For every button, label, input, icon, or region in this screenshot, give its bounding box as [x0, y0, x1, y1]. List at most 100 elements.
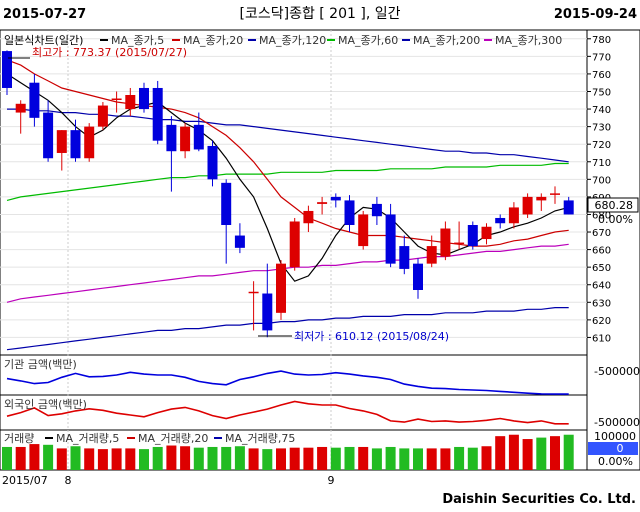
candle-body — [97, 105, 108, 127]
candle-body — [563, 200, 574, 215]
y-tick-label: 700 — [592, 175, 611, 186]
candlesticks — [2, 50, 574, 338]
volume-bar — [15, 446, 26, 470]
volume-bar — [550, 436, 560, 470]
candle — [193, 112, 204, 152]
candle-body — [139, 87, 149, 110]
candle-body — [344, 200, 355, 225]
volume-bar — [2, 446, 12, 470]
candle — [111, 91, 122, 113]
price-panel — [0, 29, 588, 356]
y-tick-label: 670 — [592, 228, 611, 239]
chart-title: [코스닥]종합 [ 201 ], 일간 — [240, 6, 401, 22]
y-tick-label: 720 — [592, 140, 611, 151]
last-change: 0.00% — [598, 213, 633, 226]
candle-body — [84, 126, 95, 159]
volume-bar — [467, 447, 478, 470]
candle-body — [56, 130, 67, 153]
candle-body — [70, 130, 81, 159]
candle-body — [550, 193, 560, 195]
candle — [481, 223, 492, 245]
volume-last-badge — [588, 442, 638, 455]
legend-ma300: MA_종가,300 — [495, 34, 562, 47]
candle — [358, 210, 369, 250]
candle-body — [522, 196, 533, 215]
volume-last-value: 0 — [617, 442, 624, 455]
y-tick-label: 760 — [592, 70, 611, 81]
volume-bar — [413, 448, 423, 470]
legend-chart-type: 일본식차트(일간) — [4, 33, 83, 47]
candle — [454, 221, 465, 250]
price-moving-averages — [6, 59, 569, 351]
candle — [413, 258, 423, 299]
candle — [207, 140, 218, 187]
grid — [0, 30, 587, 470]
candle — [56, 130, 67, 171]
legend-ma60: MA_종가,60 — [338, 34, 398, 47]
volume-bar — [454, 446, 465, 470]
institutional-line — [6, 370, 569, 395]
candle-body — [125, 95, 136, 110]
brand: Daishin Securities Co. Ltd. — [442, 492, 636, 507]
candle — [276, 260, 286, 320]
candle — [2, 50, 12, 95]
volume-bar — [180, 446, 191, 470]
volume-bar — [221, 446, 232, 470]
volume-bar — [536, 437, 547, 470]
candle — [303, 205, 314, 233]
volume-bar — [289, 447, 300, 470]
start-date: 2015-07-27 — [3, 7, 86, 22]
candle-body — [193, 124, 204, 150]
institutional-panel — [0, 354, 588, 396]
candle — [97, 102, 108, 131]
x-label-sep: 9 — [328, 474, 335, 487]
foreign-line — [6, 400, 569, 425]
candle — [139, 82, 149, 113]
volume-bar — [563, 434, 574, 470]
legend-vol-ma20: MA_거래량,20 — [138, 432, 208, 445]
legend-ma20: MA_종가,20 — [183, 34, 243, 47]
candle-body — [29, 82, 40, 118]
candle — [43, 100, 54, 162]
volume-bar — [440, 448, 451, 470]
institutional-ytick: -500000 — [594, 365, 640, 378]
volume-bar — [495, 436, 506, 470]
volume-bar — [399, 448, 410, 470]
candle — [248, 281, 259, 331]
candle-body — [289, 221, 300, 268]
x-label-jul: 2015/07 — [2, 474, 48, 487]
candle-body — [2, 51, 12, 88]
candle — [508, 202, 519, 229]
candle-body — [426, 246, 437, 264]
candle — [440, 221, 451, 261]
y-tick-label: 780 — [592, 35, 611, 46]
candle-body — [330, 196, 341, 201]
volume-bar — [29, 444, 40, 470]
candle-body — [481, 226, 492, 240]
y-tick-label: 710 — [592, 158, 611, 169]
candle-body — [371, 203, 382, 217]
institutional-label: 기관 금액(백만) — [4, 358, 77, 371]
candle — [180, 123, 191, 159]
candle-body — [454, 242, 465, 245]
volume-bar — [358, 446, 369, 470]
volume-bar — [139, 449, 149, 470]
candle-body — [180, 126, 191, 152]
volume-ytick: 100000 — [594, 430, 636, 443]
candle-body — [15, 103, 26, 113]
candle-body — [166, 124, 177, 152]
legend-ma200: MA_종가,200 — [413, 34, 480, 47]
volume-bar — [426, 448, 437, 470]
candle — [385, 203, 396, 268]
ma5-line — [6, 73, 569, 282]
volume-bar — [234, 446, 245, 470]
y-tick-label: 630 — [592, 298, 611, 309]
volume-bar — [84, 448, 95, 470]
volume-bar — [385, 446, 396, 470]
last-price: 680.28 — [595, 199, 634, 212]
price-y-axis: 6106206306406506606706806907007107207307… — [587, 35, 611, 344]
volume-bar — [262, 449, 273, 470]
legend-vol-ma5: MA_거래량,5 — [56, 432, 119, 445]
y-tick-label: 770 — [592, 52, 611, 63]
